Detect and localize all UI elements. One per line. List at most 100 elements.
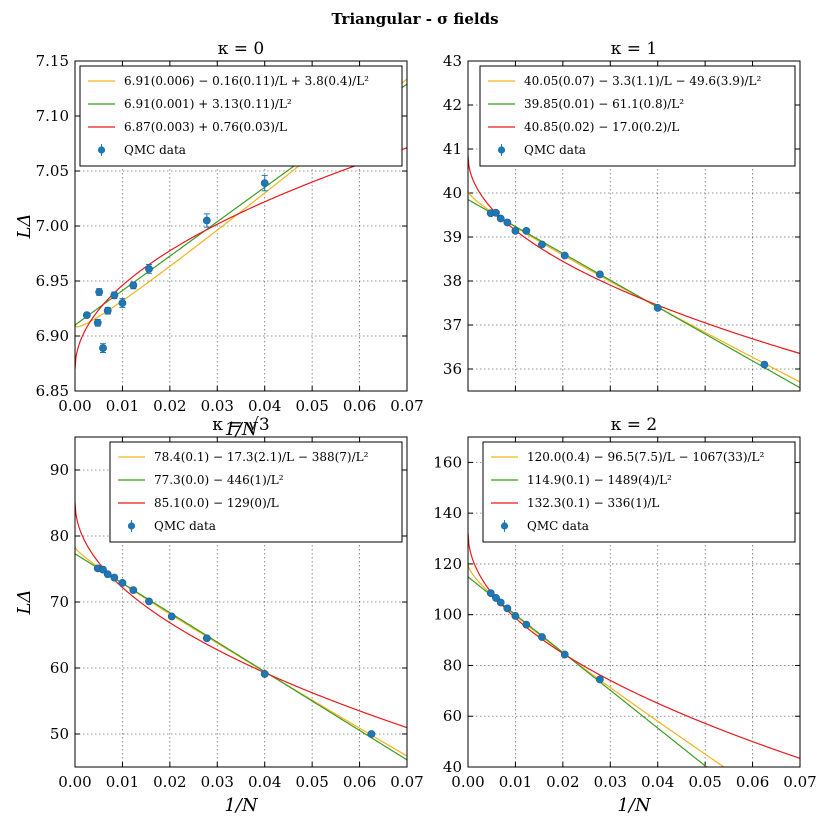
panel-kappa-2: κ = 2 0.00 0.01 0.02 0.03 0.04 0.05 0.06 0.07 1/N… — [433, 415, 816, 816]
panel-kappa-0: κ = 0 0.00 0.01 0.02 0.03 0.04 0.05 0.06 0.07 1/N… — [14, 39, 424, 440]
y-tick-label: 50 — [50, 725, 69, 743]
legend-entry-qmc: QMC data — [154, 519, 216, 533]
legend-entry-qmc: QMC data — [524, 143, 586, 157]
fit-curve-l1 — [468, 155, 800, 355]
qmc-data-point — [145, 597, 153, 606]
y-tick-label: 80 — [50, 527, 69, 545]
fit-curve-l1 — [75, 147, 407, 370]
y-tick-label: 36 — [443, 360, 462, 378]
qmc-data-point — [522, 620, 531, 629]
y-tick-label: 120 — [433, 555, 462, 573]
y-tick-label: 6.95 — [36, 272, 69, 290]
x-axis-label: 1/N — [224, 795, 259, 816]
qmc-data-point — [560, 650, 569, 659]
y-tick-label: 41 — [443, 140, 462, 158]
legend-marker — [500, 522, 509, 530]
legend-entry-qmc: QMC data — [527, 519, 589, 533]
panel-kappa-1: κ = 1 36 37 38 39 40 41 42 43 40.05(0.07) − 3.3(1… — [443, 39, 801, 392]
y-tick-label: 42 — [443, 96, 462, 114]
legend-entry: 6.87(0.003) + 0.76(0.03)/L — [124, 120, 287, 134]
qmc-data-point — [760, 360, 769, 369]
qmc-data-point — [538, 633, 546, 641]
fit-curve-quad — [468, 563, 726, 767]
x-tick-label: 0.00 — [58, 397, 91, 415]
legend-entry: 39.85(0.01) − 61.1(0.8)/L² — [524, 97, 684, 111]
qmc-data-point — [486, 589, 495, 598]
legend: 40.05(0.07) − 3.3(1.1)/L − 49.6(3.9)/L² 3… — [479, 65, 796, 167]
x-tick-label: 0.06 — [343, 773, 376, 791]
qmc-data-point — [110, 573, 119, 582]
legend-entry: 120.0(0.4) − 96.5(7.5)/L − 1067(33)/L² — [527, 450, 765, 464]
qmc-data-point — [82, 311, 91, 319]
fit-curve-l1 — [468, 532, 800, 759]
legend-entry: 78.4(0.1) − 17.3(2.1)/L − 388(7)/L² — [154, 450, 369, 464]
qmc-data-point — [129, 586, 138, 595]
qmc-data-point — [522, 226, 531, 235]
qmc-data-point — [496, 598, 505, 607]
fit-curve-l1 — [75, 502, 407, 729]
qmc-data-point — [129, 281, 138, 290]
legend: 6.91(0.006) − 0.16(0.11)/L + 3.8(0.4)/L²… — [79, 65, 403, 167]
y-tick-label: 37 — [443, 316, 462, 334]
qmc-data-point — [99, 565, 107, 574]
y-tick-label: 160 — [433, 453, 462, 471]
y-tick-label: 70 — [50, 593, 69, 611]
y-axis-label: LΔ — [14, 590, 35, 616]
legend-entry: 6.91(0.006) − 0.16(0.11)/L + 3.8(0.4)/L² — [124, 74, 369, 88]
y-tick-label: 7.05 — [36, 162, 69, 180]
x-tick-label: 0.05 — [295, 773, 328, 791]
qmc-data-point — [653, 303, 662, 312]
qmc-data-point — [167, 612, 176, 621]
legend-box — [109, 441, 403, 543]
y-tick-label: 60 — [50, 659, 69, 677]
legend-entry: 85.1(0.0) − 129(0)/L — [154, 496, 279, 510]
x-tick-label: 0.02 — [546, 773, 579, 791]
x-tick-label: 0.05 — [295, 397, 328, 415]
y-tick-label: 43 — [443, 52, 462, 70]
qmc-data-point — [503, 218, 512, 227]
qmc-data-point — [202, 216, 211, 225]
qmc-data-point — [595, 270, 604, 279]
y-tick-label: 39 — [443, 228, 462, 246]
legend-entry: 40.85(0.02) − 17.0(0.2)/L — [524, 120, 679, 134]
x-tick-label: 0.00 — [58, 773, 91, 791]
plot-frame — [74, 60, 408, 392]
y-tick-label: 40 — [443, 184, 462, 202]
x-tick-label: 0.03 — [201, 773, 234, 791]
legend-box — [479, 65, 796, 167]
y-tick-label: 7.15 — [36, 52, 69, 70]
y-tick-label: 100 — [433, 606, 462, 624]
plot-frame — [74, 436, 408, 768]
y-tick-label: 90 — [50, 461, 69, 479]
x-tick-label: 0.01 — [106, 397, 139, 415]
panel-title: κ = √3 — [212, 415, 269, 435]
qmc-data-point — [538, 240, 546, 249]
x-tick-label: 0.04 — [248, 773, 281, 791]
qmc-data-point — [93, 318, 102, 327]
x-axis-label: 1/N — [224, 419, 259, 440]
y-tick-label: 140 — [433, 504, 462, 522]
figure-title: Triangular - σ fields — [331, 10, 498, 28]
qmc-data-point — [511, 226, 520, 235]
x-tick-label: 0.02 — [153, 397, 186, 415]
x-tick-label: 0.03 — [594, 773, 627, 791]
x-tick-label: 0.07 — [390, 397, 423, 415]
y-tick-label: 6.90 — [36, 327, 69, 345]
qmc-data-point — [103, 306, 112, 315]
qmc-data-point — [118, 299, 127, 307]
qmc-data-point — [95, 288, 104, 296]
qmc-data-point — [496, 214, 505, 223]
y-tick-label: 80 — [443, 656, 462, 674]
legend-box — [482, 441, 796, 543]
y-tick-label: 38 — [443, 272, 462, 290]
qmc-data-point — [511, 612, 520, 620]
y-axis-label: LΔ — [14, 214, 35, 240]
qmc-data-point — [202, 634, 211, 643]
x-tick-label: 0.06 — [343, 397, 376, 415]
x-axis-label: 1/N — [617, 795, 652, 816]
y-tick-label: 40 — [443, 758, 462, 776]
qmc-data-point — [260, 670, 269, 678]
legend-box — [79, 65, 403, 167]
y-tick-label: 7.00 — [36, 217, 69, 235]
